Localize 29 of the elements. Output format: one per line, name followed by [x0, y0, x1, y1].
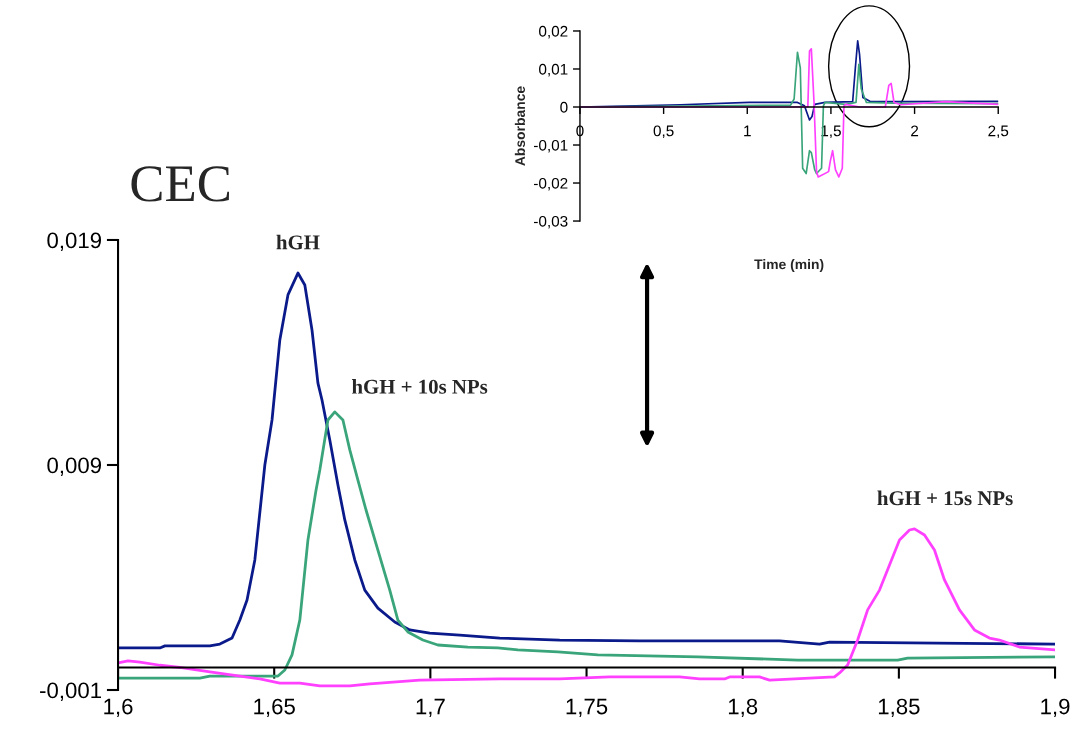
x-tick-label: 1,9 [1041, 698, 1070, 717]
y-tick-label: -0,03 [534, 215, 568, 229]
x-tick-label: 1,7 [416, 698, 445, 717]
y-axis-title: Absorbance [514, 86, 526, 166]
y-tick-label: 0,01 [539, 63, 568, 77]
x-tick-label: 0,5 [653, 125, 674, 139]
series-label: hGH [276, 234, 320, 250]
x-tick-label: 2 [911, 125, 919, 137]
x-tick-label: 1,6 [104, 698, 133, 717]
line-series [118, 410, 1056, 680]
y-tick-label: -0,01 [534, 139, 568, 153]
chart-title: CEC [131, 166, 230, 202]
x-tick-label: 1,65 [254, 698, 295, 717]
y-tick-label: 0,019 [47, 232, 102, 251]
series-label: hGH + 15s NPs [877, 490, 1013, 506]
line-series [118, 527, 1056, 688]
y-tick-label: 0 [560, 101, 568, 113]
y-tick-label: -0,02 [534, 177, 568, 191]
line-series [118, 271, 1056, 650]
x-tick-label: 1 [744, 125, 751, 137]
x-tick-label: 2,5 [988, 125, 1009, 139]
y-tick-label: 0,009 [47, 457, 102, 476]
y-tick-label: -0,001 [40, 682, 101, 701]
y-tick-label: 0,02 [539, 25, 568, 39]
x-tick-label: 1,8 [728, 698, 758, 717]
series-label: hGH + 10s NPs [351, 379, 488, 394]
x-axis-title: Time (min) [754, 259, 824, 272]
x-tick-label: 1,75 [566, 698, 608, 717]
x-tick-label: 1,85 [878, 698, 920, 717]
